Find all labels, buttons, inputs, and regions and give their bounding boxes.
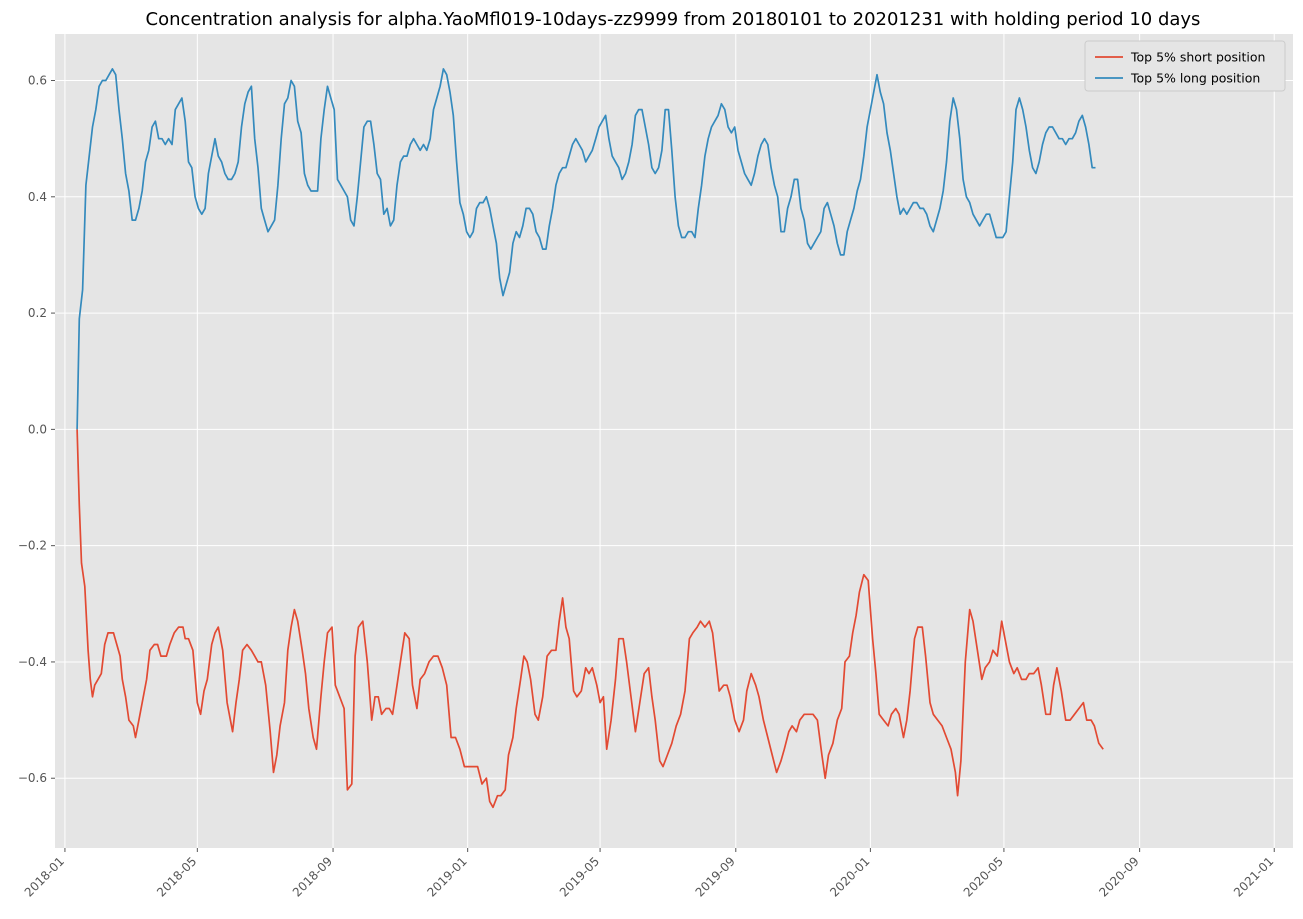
y-tick-label: 0.2 (28, 306, 47, 320)
y-axis: −0.6 −0.4 −0.2 0.0 0.2 0.4 0.6 (18, 74, 55, 785)
y-tick-label: 0.4 (28, 190, 47, 204)
x-tick-label: 2018-09 (290, 854, 335, 899)
legend-label: Top 5% short position (1130, 50, 1265, 65)
y-tick-label: 0.0 (28, 422, 47, 436)
x-axis: 2018-01 2018-05 2018-09 2019-01 2019-05 2019-… (22, 848, 1276, 900)
series-line-short (76, 429, 1104, 809)
x-tick-label: 2018-05 (154, 854, 199, 899)
legend-box (1084, 40, 1286, 92)
plot-area (55, 34, 1293, 848)
series-line-long (76, 68, 1096, 430)
x-tick-label: 2021-01 (1231, 854, 1276, 899)
grid (55, 34, 1293, 848)
y-tick-label: −0.6 (18, 771, 47, 785)
chart-title: Concentration analysis for alpha.YaoMfl0… (146, 9, 1201, 30)
legend: Top 5% short position Top 5% long positio… (1084, 40, 1286, 92)
x-tick-label: 2018-01 (22, 854, 67, 899)
y-tick-label: −0.2 (18, 539, 47, 553)
series-lines (76, 68, 1104, 809)
x-tick-label: 2020-01 (827, 854, 872, 899)
x-tick-label: 2019-05 (557, 854, 602, 899)
x-tick-label: 2019-09 (693, 854, 738, 899)
x-tick-label: 2020-05 (961, 854, 1006, 899)
x-tick-label: 2020-09 (1096, 854, 1141, 899)
y-tick-label: −0.4 (18, 655, 47, 669)
y-tick-label: 0.6 (28, 74, 47, 88)
x-tick-label: 2019-01 (424, 854, 469, 899)
legend-label: Top 5% long position (1130, 71, 1260, 86)
